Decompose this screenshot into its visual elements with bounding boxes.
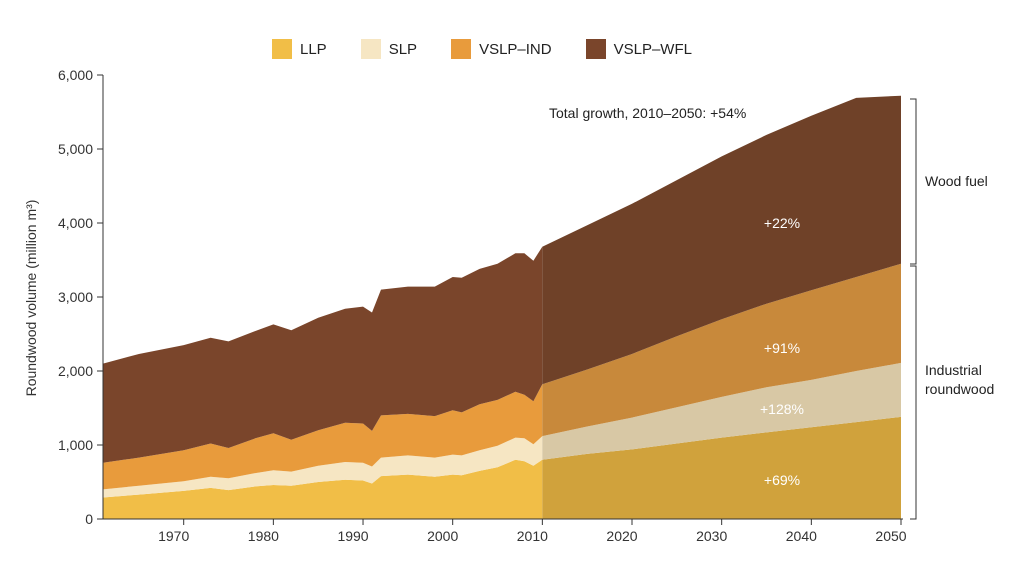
industrial-roundwood-label: Industrial roundwood [925,361,994,399]
y-tick-label: 0 [85,511,93,527]
ind-growth-label: +91% [764,340,800,356]
llp-growth-label: +69% [764,472,800,488]
slp-growth-label: +128% [760,401,804,417]
legend-swatch-slp [360,39,381,59]
total-growth-annotation: Total growth, 2010–2050: +54% [549,105,746,121]
y-tick-label: 4,000 [58,215,93,231]
legend-swatch-llp [272,39,292,59]
legend-swatch-vslp-ind [451,39,472,59]
legend-item-slp: SLP [360,39,418,59]
y-tick-label: 5,000 [58,141,93,157]
legend-item-vslp-wfl: VSLP–WFL [585,39,692,59]
x-tick-label: 2020 [606,528,637,544]
area-llp-projection [542,416,901,519]
area-llp-historical [103,459,543,519]
x-tick-label: 2040 [786,528,817,544]
legend-swatch-vslp-wfl [585,39,606,59]
legend-item-vslp-ind: VSLP–IND [451,39,552,59]
x-tick-label: 2000 [427,528,458,544]
y-axis-label: Roundwood volume (million m³) [23,200,39,397]
chart-areas [103,95,901,519]
x-tick-label: 2030 [696,528,727,544]
x-tick-label: 2050 [875,528,906,544]
legend: LLP SLP VSLP–IND VSLP–WFL [272,38,726,60]
legend-item-llp: LLP [272,39,327,59]
x-tick-labels: 1970 1980 1990 2000 2010 2020 2030 2040 2050 [158,519,907,544]
area-slp-historical [103,436,543,498]
legend-label-llp: LLP [300,40,327,58]
legend-label-slp: SLP [388,40,418,58]
legend-label-vslp-ind: VSLP–IND [479,40,552,58]
wood-fuel-bracket [910,98,917,265]
y-tick-label: 3,000 [58,289,93,305]
legend-label-vslp-wfl: VSLP–WFL [613,40,692,58]
industrial-roundwood-bracket [910,265,917,520]
x-tick-label: 2010 [517,528,548,544]
y-tick-label: 2,000 [58,363,93,379]
industrial-label-line1: Industrial [925,362,982,378]
area-vslp-wfl-historical [103,246,543,463]
wood-fuel-label: Wood fuel [925,173,988,189]
area-vslp-ind-historical [103,384,543,490]
area-vslp-wfl-projection [542,95,901,385]
area-slp-projection [542,362,901,460]
wfl-growth-label: +22% [764,215,800,231]
x-tick-label: 1990 [337,528,368,544]
y-tick-label: 6,000 [58,67,93,83]
y-tick-labels: 0 1,000 2,000 3,000 4,000 5,000 6,000 [58,67,103,527]
x-tick-label: 1970 [158,528,189,544]
area-vslp-ind-projection [542,263,901,437]
x-tick-label: 1980 [248,528,279,544]
industrial-label-line2: roundwood [925,381,995,397]
y-tick-label: 1,000 [58,437,93,453]
